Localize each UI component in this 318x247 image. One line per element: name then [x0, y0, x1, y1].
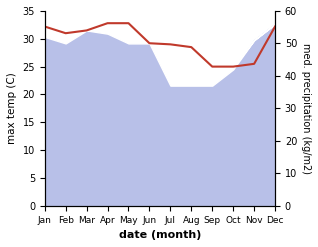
Y-axis label: med. precipitation (kg/m2): med. precipitation (kg/m2): [301, 43, 311, 174]
Y-axis label: max temp (C): max temp (C): [7, 72, 17, 144]
X-axis label: date (month): date (month): [119, 230, 201, 240]
